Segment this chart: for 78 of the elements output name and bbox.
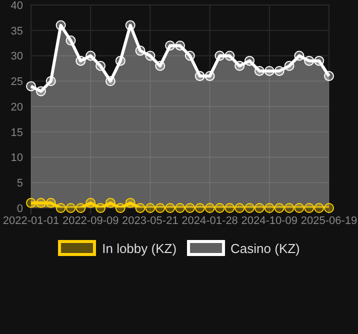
y-tick-label: 5 [16,178,23,190]
point [76,203,86,213]
point [76,56,86,66]
point [184,50,195,61]
x-tick-label: 2022-01-01 [2,214,60,227]
point [36,198,46,208]
point [274,203,284,213]
point [175,40,185,51]
point [145,50,156,61]
y-tick-label: 30 [10,50,23,63]
point [165,40,176,51]
x-tick-label: 2024-01-28 [182,214,238,227]
point [294,203,304,213]
point [224,50,235,61]
point [294,50,304,61]
y-tick-label: 0 [16,202,23,215]
point [26,198,36,208]
point [214,203,225,213]
point [284,60,294,71]
point [105,76,116,86]
legend-label: Casino (KZ) [230,240,300,256]
point [46,198,56,208]
point [204,203,215,213]
point [125,20,136,30]
y-tick-label: 20 [10,101,23,114]
y-tick-label: 15 [10,126,23,139]
y-tick-label: 10 [10,152,23,164]
point [194,203,205,213]
point [56,203,66,213]
y-tick-label: 25 [10,76,23,88]
point [314,203,324,213]
x-tick-label: 2024-10-09 [241,214,298,227]
point [324,71,334,82]
point [96,60,106,71]
point [254,203,264,213]
x-tick-label: 2025-06-19 [300,214,358,227]
point [304,203,314,213]
point [155,60,166,71]
point [224,203,235,213]
point [184,203,195,213]
point [254,66,264,76]
point [194,71,205,82]
point [284,203,294,213]
point [66,203,76,213]
legend-label: In lobby (KZ) [102,240,177,256]
point [115,203,126,213]
x-tick-label: 2023-05-21 [122,214,178,227]
point [115,56,126,66]
point [46,76,56,86]
point [135,46,146,56]
point [86,198,96,208]
point [214,50,225,61]
point [234,60,245,71]
x-tick-label: 2022-09-09 [62,214,119,227]
point [145,203,156,213]
y-tick-label: 40 [10,0,23,12]
point [165,203,176,213]
point [314,56,324,66]
point [264,203,274,213]
point [304,56,314,66]
point [56,20,66,30]
point [135,203,146,213]
y-tick-label: 35 [10,25,23,38]
point [36,86,46,96]
point [244,203,255,213]
point [96,203,106,213]
point [175,203,185,213]
point [66,36,76,46]
point [264,66,274,76]
point [105,198,116,208]
point [244,56,255,66]
point [125,198,136,208]
point [86,50,96,61]
point [234,203,245,213]
point [155,203,166,213]
point [274,66,284,76]
point [26,81,36,92]
point [204,71,215,82]
